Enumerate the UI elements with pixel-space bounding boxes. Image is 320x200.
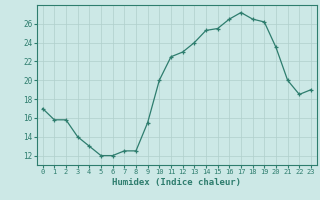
X-axis label: Humidex (Indice chaleur): Humidex (Indice chaleur) [112, 178, 241, 187]
